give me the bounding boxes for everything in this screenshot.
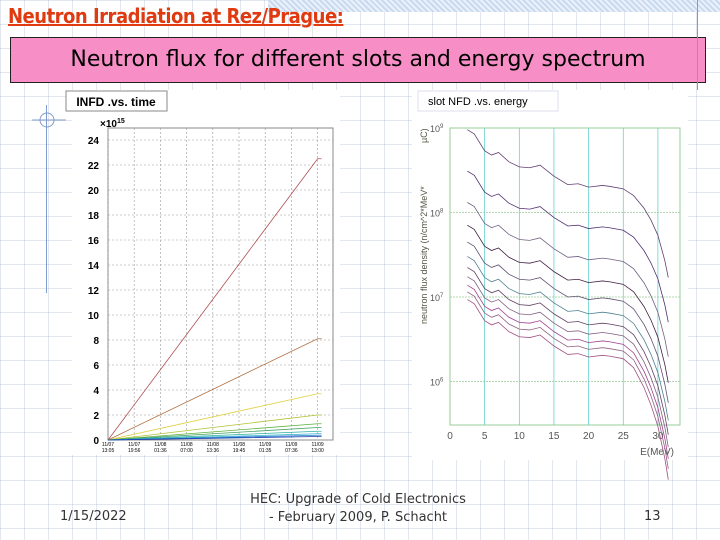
chart2-series-line [467, 267, 669, 435]
chart1-ytick-label: 6 [93, 361, 99, 372]
chart1-ytick-label: 14 [88, 261, 100, 272]
chart2-ytick-label: 107 [430, 293, 444, 303]
chart2-xtick-label: 30 [652, 431, 664, 442]
page-number: 13 [644, 509, 661, 524]
chart1-series-line [107, 338, 322, 441]
footer-line1: HEC: Upgrade of Cold Electronics [250, 492, 466, 507]
footer-line2: - February 2009, P. Schacht [268, 510, 448, 525]
decor-line-left [46, 105, 47, 293]
chart1-xtick-date: 11/09 [259, 442, 271, 448]
chart1-ytick-label: 2 [93, 411, 99, 422]
chart1-ytick-label: 18 [88, 211, 100, 222]
chart1-series-line [107, 436, 322, 441]
chart1-series-line [107, 430, 322, 441]
chart1-xtick-time: 07:00 [180, 448, 193, 454]
chart2-ylabel: neutron flux density (n/cm^2*MeV* [419, 186, 429, 324]
chart2-series-line [467, 284, 669, 459]
chart1-ytick-label: 20 [88, 186, 100, 197]
chart2-xtick-label: 25 [618, 431, 630, 442]
chart1-title: INFD .vs. time [76, 95, 156, 109]
chart1-series-line [107, 423, 322, 441]
chart2-series-line [467, 241, 669, 403]
chart1-xtick-date: 11/07 [102, 442, 114, 448]
header-stripe [268, 0, 720, 12]
chart1-ytick-label: 24 [88, 136, 100, 147]
footer-center: HEC: Upgrade of Cold Electronics - Febru… [240, 491, 476, 527]
chart2-title: slot NFD .vs. energy [428, 96, 528, 108]
chart1-series-line [107, 427, 322, 441]
chart2-series-line [467, 291, 669, 469]
chart1-xtick-date: 11/07 [128, 442, 140, 448]
chart2-xlabel: E(MeV) [640, 447, 674, 458]
chart2-series-line [467, 256, 669, 421]
chart1-xtick-time: 13:00 [311, 448, 324, 454]
chart1-series-line [107, 434, 322, 441]
chart1-multiplier: ×1015 [100, 118, 125, 130]
chart2-ytick-label: 108 [430, 209, 444, 219]
chart1-xtick-time: 19:45 [233, 448, 246, 454]
chart2-xtick-label: 20 [583, 431, 595, 442]
chart1-xtick-date: 11/08 [154, 442, 166, 448]
chart1-frame [72, 90, 340, 455]
chart2-ytick-label: 109 [430, 124, 444, 134]
chart1-title-box [65, 90, 168, 112]
chart1-xtick-date: 11/08 [181, 442, 193, 448]
chart1-ytick-label: 8 [93, 336, 99, 347]
chart2-series-line [467, 276, 669, 448]
chart1-xtick-time: 07:36 [285, 448, 298, 454]
chart2-ytick-label: 106 [430, 378, 444, 388]
chart1-xtick-time: 19:56 [128, 448, 141, 454]
chart2-series-line [467, 202, 669, 357]
chart1-series-line [107, 414, 322, 441]
chart1-series-line [107, 393, 322, 441]
chart1-ytick-label: 0 [93, 436, 99, 447]
chart1-series-line [107, 433, 322, 441]
chart1-ytick-label: 10 [88, 311, 100, 322]
chart1-xtick-date: 11/09 [312, 442, 324, 448]
banner-subtitle: Neutron flux for different slots and ene… [10, 37, 706, 83]
chart1-xtick-time: 13:36 [207, 448, 220, 454]
chart2-title-box [417, 90, 559, 112]
decor-line-right [697, 0, 698, 90]
chart1-xtick-date: 11/08 [207, 442, 219, 448]
chart2-series-line [467, 299, 669, 480]
chart2-xtick-label: 0 [447, 431, 453, 442]
chart1-xtick-date: 11/09 [285, 442, 297, 448]
chart1-xtick-time: 01:35 [259, 448, 272, 454]
chart2-xtick-label: 15 [548, 431, 560, 442]
chart2-frame [412, 90, 688, 460]
chart1-ytick-label: 16 [88, 236, 100, 247]
footer-date: 1/15/2022 [60, 509, 127, 524]
chart2-xtick-label: 5 [482, 431, 488, 442]
chart2-series-line [467, 224, 669, 383]
chart2-series-line [467, 170, 669, 323]
chart1-ytick-label: 12 [88, 286, 100, 297]
chart2-series-line [467, 129, 669, 278]
slide-title: Neutron Irradiation at Rez/Prague: [8, 4, 344, 28]
chart1-xtick-time: 13:05 [102, 448, 115, 454]
chart1-ytick-label: 4 [93, 386, 99, 397]
chart1-series-line [107, 158, 322, 441]
chart2-xtick-label: 10 [514, 431, 526, 442]
chart1-xtick-time: 01:36 [154, 448, 167, 454]
chart2-unit: µC) [419, 128, 429, 143]
chart1-xtick-date: 11/08 [233, 442, 245, 448]
chart1-ytick-label: 22 [88, 161, 100, 172]
